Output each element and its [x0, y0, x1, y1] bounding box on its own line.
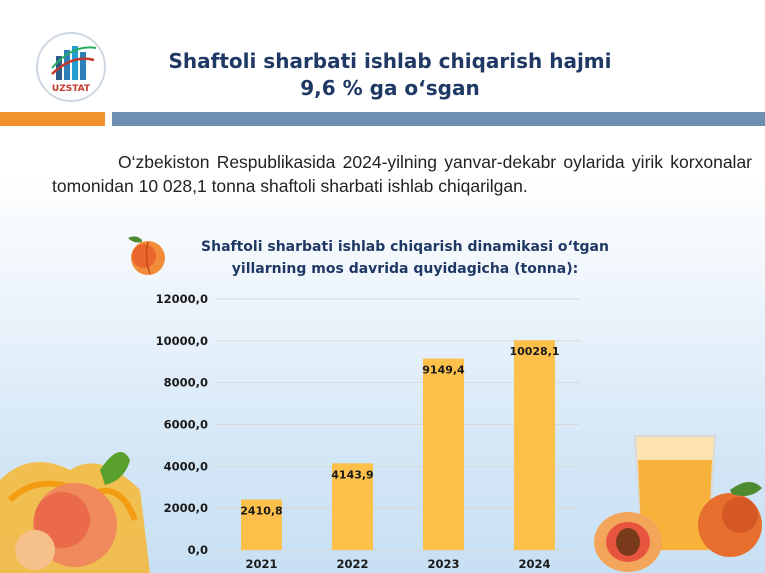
orange-band — [0, 112, 105, 126]
y-tick-label: 0,0 — [188, 543, 208, 557]
uzstat-logo: UZSTAT — [36, 32, 106, 102]
x-category-label: 2022 — [336, 557, 368, 571]
uzstat-logo-icon — [51, 46, 97, 80]
x-category-label: 2023 — [427, 557, 459, 571]
peach-icon — [128, 236, 165, 275]
logo-text: UZSTAT — [51, 84, 91, 94]
bar-2022 — [332, 463, 373, 550]
chart-title: Shaftoli sharbati ishlab chiqarish dinam… — [180, 236, 630, 280]
x-category-label: 2024 — [518, 557, 550, 571]
data-label-2022: 4143,9 — [331, 468, 373, 481]
y-tick-label: 8000,0 — [164, 376, 208, 390]
peach-half-icon — [594, 512, 662, 572]
y-tick-label: 12000,0 — [156, 292, 208, 306]
data-label-2023: 9149,4 — [422, 364, 465, 377]
x-category-label: 2021 — [245, 557, 277, 571]
data-label-2021: 2410,8 — [240, 505, 282, 518]
bar-2021 — [241, 499, 282, 550]
y-tick-label: 4000,0 — [164, 459, 208, 473]
peach-juice-splash-icon — [0, 452, 150, 573]
data-label-2024: 10028,1 — [509, 345, 559, 358]
bar-2023 — [423, 358, 464, 550]
bar-chart: 0,0 2000,0 4000,0 6000,0 8000,0 10000,0 12000,… — [156, 292, 580, 571]
y-tick-label: 2000,0 — [164, 501, 208, 515]
page-title: Shaftoli sharbati ishlab chiqarish hajmi… — [140, 48, 640, 102]
blue-band — [112, 112, 765, 126]
page-title-line-2: 9,6 % ga o‘sgan — [300, 76, 480, 100]
chart-title-line-2: yillarning mos davrida quyidagicha (tonn… — [231, 261, 579, 277]
bar-2024 — [514, 340, 555, 550]
y-tick-label: 6000,0 — [164, 418, 208, 432]
intro-paragraph: O‘zbekiston Respublikasida 2024-yilning … — [52, 152, 752, 196]
juice-glass-icon — [594, 435, 762, 572]
chart-title-line-1: Shaftoli sharbati ishlab chiqarish dinam… — [201, 239, 609, 255]
page-title-line-1: Shaftoli sharbati ishlab chiqarish hajmi — [168, 49, 612, 73]
y-tick-label: 10000,0 — [156, 334, 208, 348]
